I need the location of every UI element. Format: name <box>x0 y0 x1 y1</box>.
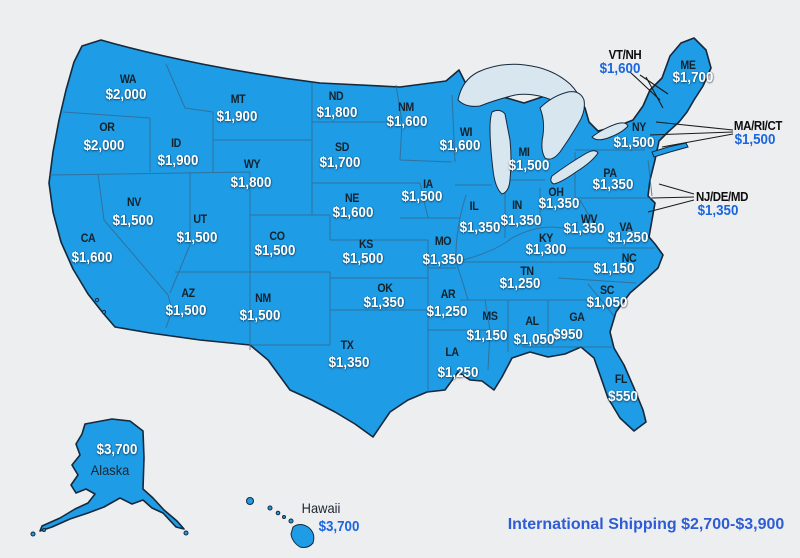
lake-michigan <box>489 109 512 195</box>
long-island <box>651 142 689 158</box>
aleutian-island <box>30 531 36 537</box>
lake-huron <box>539 91 585 160</box>
channel-island <box>101 309 107 315</box>
nj-de-md-callout-lines <box>647 183 695 213</box>
lower48-outline <box>48 37 712 438</box>
ma-ri-ct-callout-lines <box>649 121 734 148</box>
hawaii-big-island <box>290 524 315 548</box>
hawaii-island <box>282 515 286 519</box>
state-border-lines <box>48 63 655 393</box>
vt-nh-callout-lines <box>629 71 669 109</box>
aleutian-island <box>42 528 46 532</box>
hawaii-island <box>246 497 254 505</box>
channel-island <box>94 297 100 303</box>
international-shipping-note: International Shipping $2,700-$3,900 <box>507 516 785 533</box>
lake-erie <box>550 150 599 185</box>
hawaii-island <box>275 510 281 516</box>
lake-ontario <box>591 122 629 141</box>
alaska-shape <box>39 418 185 532</box>
hawaii-island <box>267 505 273 511</box>
hawaii-island <box>288 518 294 524</box>
alaska-island <box>183 530 189 536</box>
